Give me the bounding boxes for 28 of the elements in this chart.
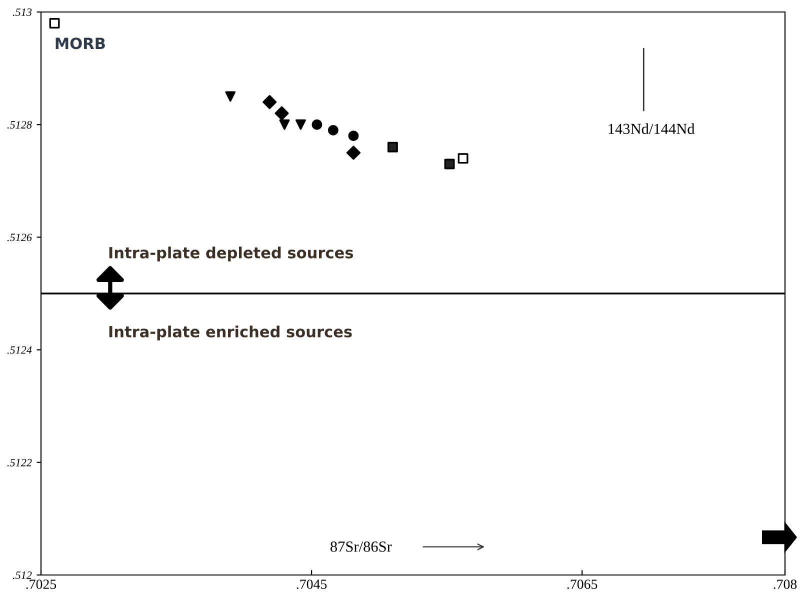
point [346, 146, 361, 160]
y-tick-label: .5122 [7, 458, 32, 466]
point [295, 119, 306, 130]
point [458, 153, 468, 164]
point [348, 130, 359, 142]
x-tick-label: .7025 [26, 580, 56, 589]
x-tick-label: .708 [774, 580, 797, 589]
y-tick-label: .5128 [7, 121, 32, 129]
point [328, 125, 338, 136]
y-axis-title: 143Nd/144Nd [608, 123, 695, 134]
annotation: Intra-plate enriched sources [109, 326, 352, 340]
x-axis-title: 87Sr/86Sr [330, 541, 392, 552]
x-tick-label: .7065 [567, 580, 598, 589]
point [262, 95, 277, 110]
y-tick-label: .513 [12, 8, 32, 16]
point [225, 91, 236, 102]
point [279, 119, 290, 130]
point [387, 142, 398, 152]
point [49, 18, 60, 28]
annotation: Intra-plate depleted sources [109, 246, 354, 262]
annotation: MORB [56, 38, 105, 50]
point [274, 106, 289, 120]
point [312, 119, 322, 130]
y-tick-label: .5124 [7, 346, 32, 354]
x-tick-label: .7045 [296, 580, 327, 589]
y-tick-label: .5126 [7, 234, 32, 242]
point [444, 158, 455, 170]
y-tick-label: .512 [12, 571, 32, 580]
